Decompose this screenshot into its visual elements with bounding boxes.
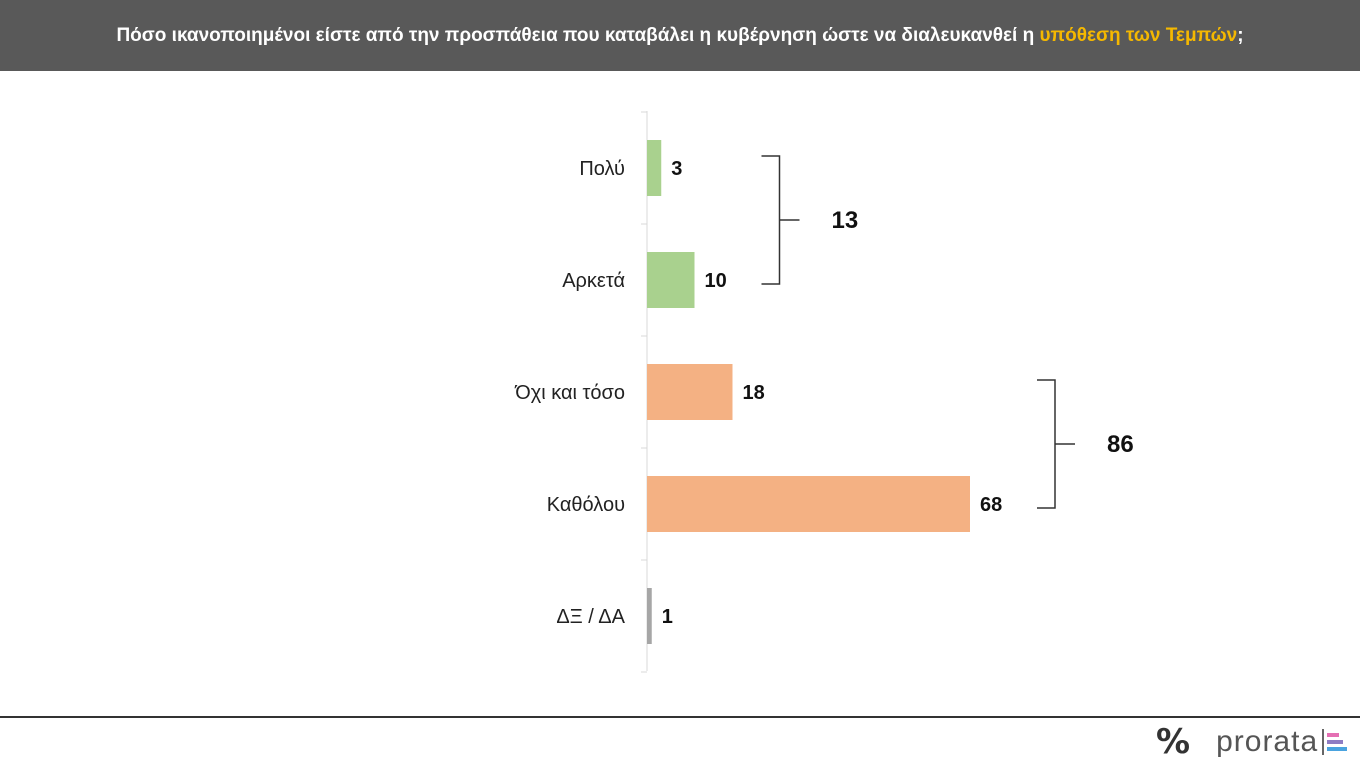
group-bracket [761, 155, 781, 285]
category-label: Όχι και τόσο [514, 382, 625, 404]
chart-title: Πόσο ικανοποιημένοι είστε από την προσπά… [0, 0, 1360, 71]
logo-bar-1 [1327, 740, 1344, 744]
data-label: 10 [705, 270, 727, 292]
logo-text: prorata [1216, 725, 1319, 758]
data-label: 68 [980, 494, 1002, 516]
bar-2 [647, 364, 733, 420]
title-main: Πόσο ικανοποιημένοι είστε από την προσπά… [116, 24, 1035, 46]
group-total-label: 86 [1107, 431, 1134, 458]
title-highlight: υπόθεση των Τεμπών [1039, 24, 1238, 46]
logo-bar-2 [1327, 747, 1348, 751]
bar-chart: Πολύ 3 Αρκετά 10 Όχι και τόσο 18 Καθόλου 68 ΔΞ /… [514, 111, 1134, 673]
bar-3 [647, 476, 970, 532]
data-label: 3 [671, 158, 682, 180]
category-label: ΔΞ / ΔΑ [556, 606, 625, 628]
category-label: Αρκετά [562, 270, 625, 292]
group-bracket [1037, 379, 1056, 509]
data-label: 1 [662, 606, 673, 628]
category-label: Καθόλου [547, 494, 625, 516]
bar-4 [647, 588, 652, 644]
footer-divider [0, 716, 1360, 718]
bar-1 [647, 252, 695, 308]
bar-0 [647, 140, 662, 196]
title-end: ; [1237, 24, 1244, 46]
prorata-logo: % prorata [1156, 722, 1348, 762]
percent-logo-icon: % [1156, 722, 1191, 762]
logo-bar-0 [1327, 733, 1340, 737]
group-total-label: 13 [832, 207, 859, 234]
data-label: 18 [743, 382, 765, 404]
logo-bars-icon [1322, 728, 1348, 756]
category-label: Πολύ [579, 158, 625, 180]
